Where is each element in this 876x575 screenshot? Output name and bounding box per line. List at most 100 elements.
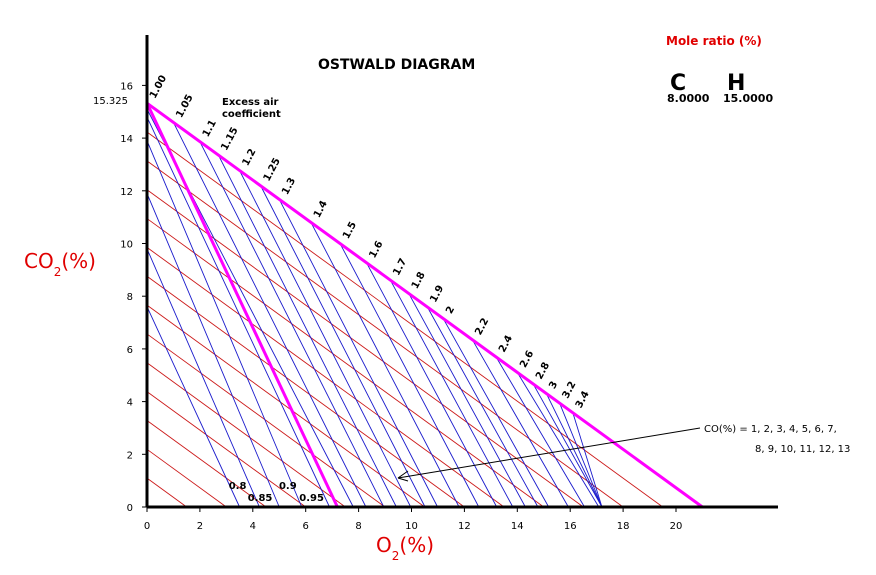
- mole-ratio-title: Mole ratio (%): [666, 34, 762, 48]
- iso-air-line: [310, 222, 460, 508]
- excess-air-label: 2: [444, 305, 457, 316]
- iso-co-line: [146, 160, 624, 508]
- hydrogen-symbol: H: [727, 71, 745, 96]
- sub-coefficient-label: 0.8: [229, 481, 247, 492]
- y-tick-label: 2: [127, 450, 133, 461]
- sub-coefficient-label: 0.9: [279, 481, 297, 492]
- x-tick-label: 6: [303, 521, 309, 532]
- iso-co-line: [146, 362, 346, 508]
- excess-air-label: 2.8: [534, 360, 552, 381]
- iso-air-line: [532, 383, 603, 508]
- sub-coefficient-label: 0.85: [248, 493, 273, 504]
- iso-co-line: [146, 391, 306, 508]
- x-tick-label: 16: [564, 521, 577, 532]
- iso-co-line: [146, 275, 465, 508]
- complete-combustion-line: [146, 101, 704, 509]
- co-note-line-1: CO(%) = 1, 2, 3, 4, 5, 6, 7,: [704, 424, 837, 435]
- iso-co-line: [146, 189, 584, 508]
- iso-air-line: [545, 393, 603, 508]
- excess-air-title-1: Excess air: [222, 97, 279, 108]
- x-tick-label: 20: [670, 521, 683, 532]
- y-tick-label: 4: [127, 398, 133, 409]
- excess-air-label: 1.1: [201, 118, 219, 139]
- x-tick-label: 14: [511, 521, 524, 532]
- boundary-lines: [145, 101, 704, 509]
- iso-air-line: [426, 306, 539, 508]
- iso-air-line: [366, 262, 498, 508]
- x-tick-label: 10: [405, 521, 418, 532]
- y-tick-label: 16: [120, 81, 133, 92]
- y-tick-label: 0: [127, 503, 133, 514]
- carbon-value: 8.0000: [667, 92, 710, 105]
- excess-air-label: 1.00: [148, 74, 169, 101]
- iso-air-line-sub: [146, 248, 260, 508]
- iso-air-line: [278, 199, 438, 508]
- excess-air-title-2: coefficient: [222, 109, 281, 120]
- diagram-labels: 1.001.05 1.1 1.151.2 1.251.3 1.4 1.5 1.6 1.71.8…: [148, 74, 592, 504]
- iso-air-line: [559, 402, 603, 508]
- iso-air-line-sub: [146, 193, 280, 508]
- excess-air-label: 1.7: [391, 257, 409, 278]
- iso-co-line: [146, 333, 386, 508]
- excess-air-label: 1.8: [410, 270, 428, 291]
- iso-air-line-sub: [146, 140, 303, 508]
- excess-air-label: 1.6: [367, 239, 385, 260]
- excess-air-label: 1.9: [428, 284, 446, 305]
- excess-air-label: 3: [547, 380, 560, 391]
- y-tick-label: 10: [120, 240, 133, 251]
- axes: 0 2 4 6 8 10 12 14 16 18 20 0 2 4 6 8 10 12 14 16: [120, 35, 778, 532]
- excess-air-label: 1.3: [280, 176, 298, 197]
- iso-co-line: [146, 304, 425, 508]
- iso-air-line: [442, 318, 550, 508]
- x-tick-label: 18: [617, 521, 630, 532]
- diagram-lines: [146, 108, 664, 508]
- y-axis-label: CO2(%): [24, 249, 96, 279]
- chart-title: OSTWALD DIAGRAM: [318, 57, 475, 73]
- x-tick-label: 2: [197, 521, 203, 532]
- y-tick-label: 14: [120, 134, 133, 145]
- iso-air-line: [516, 372, 600, 508]
- iso-co-line: [146, 247, 505, 508]
- excess-air-label: 2.6: [518, 349, 536, 370]
- co-note-arrowhead: [397, 470, 409, 482]
- iso-air-line-sub: [146, 306, 240, 508]
- stoichiometric-line: [145, 102, 339, 508]
- excess-air-label: 1.2: [241, 147, 259, 168]
- excess-air-label: 1.15: [219, 126, 240, 153]
- excess-air-label: 2.2: [473, 316, 491, 337]
- iso-air-line-sub: [146, 116, 330, 508]
- iso-air-line: [239, 170, 412, 508]
- excess-air-label: 2.4: [497, 334, 515, 355]
- y-tick-label: 6: [127, 345, 133, 356]
- hydrogen-value: 15.0000: [723, 92, 773, 105]
- excess-air-label: 1.25: [262, 156, 283, 183]
- iso-co-line: [146, 477, 187, 508]
- iso-air-line: [495, 356, 585, 508]
- x-tick-label: 0: [144, 521, 150, 532]
- iso-co-line: [146, 131, 664, 508]
- sub-coefficient-label: 0.95: [299, 493, 324, 504]
- co2-max-label: 15.325: [93, 96, 128, 107]
- iso-air-line: [199, 141, 385, 508]
- excess-air-label: 1.4: [312, 199, 330, 220]
- x-tick-label: 8: [355, 521, 361, 532]
- iso-air-line: [471, 339, 569, 508]
- iso-co-line: [146, 448, 227, 508]
- excess-air-label: 3.4: [574, 389, 592, 410]
- iso-air-line: [572, 412, 603, 508]
- carbon-symbol: C: [670, 71, 686, 96]
- excess-air-label: 1.5: [341, 220, 359, 241]
- excess-air-label: 1.05: [174, 93, 195, 120]
- iso-air-line: [408, 293, 526, 508]
- y-tick-label: 12: [120, 187, 133, 198]
- x-axis-label: O2(%): [376, 533, 434, 563]
- x-tick-label: 4: [250, 521, 256, 532]
- iso-air-line: [339, 243, 480, 508]
- iso-air-line: [218, 154, 397, 508]
- iso-co-line: [146, 218, 545, 508]
- iso-air-line: [389, 279, 514, 508]
- iso-air-line: [260, 185, 426, 508]
- iso-co-line: [146, 420, 267, 508]
- iso-air-line: [173, 122, 367, 508]
